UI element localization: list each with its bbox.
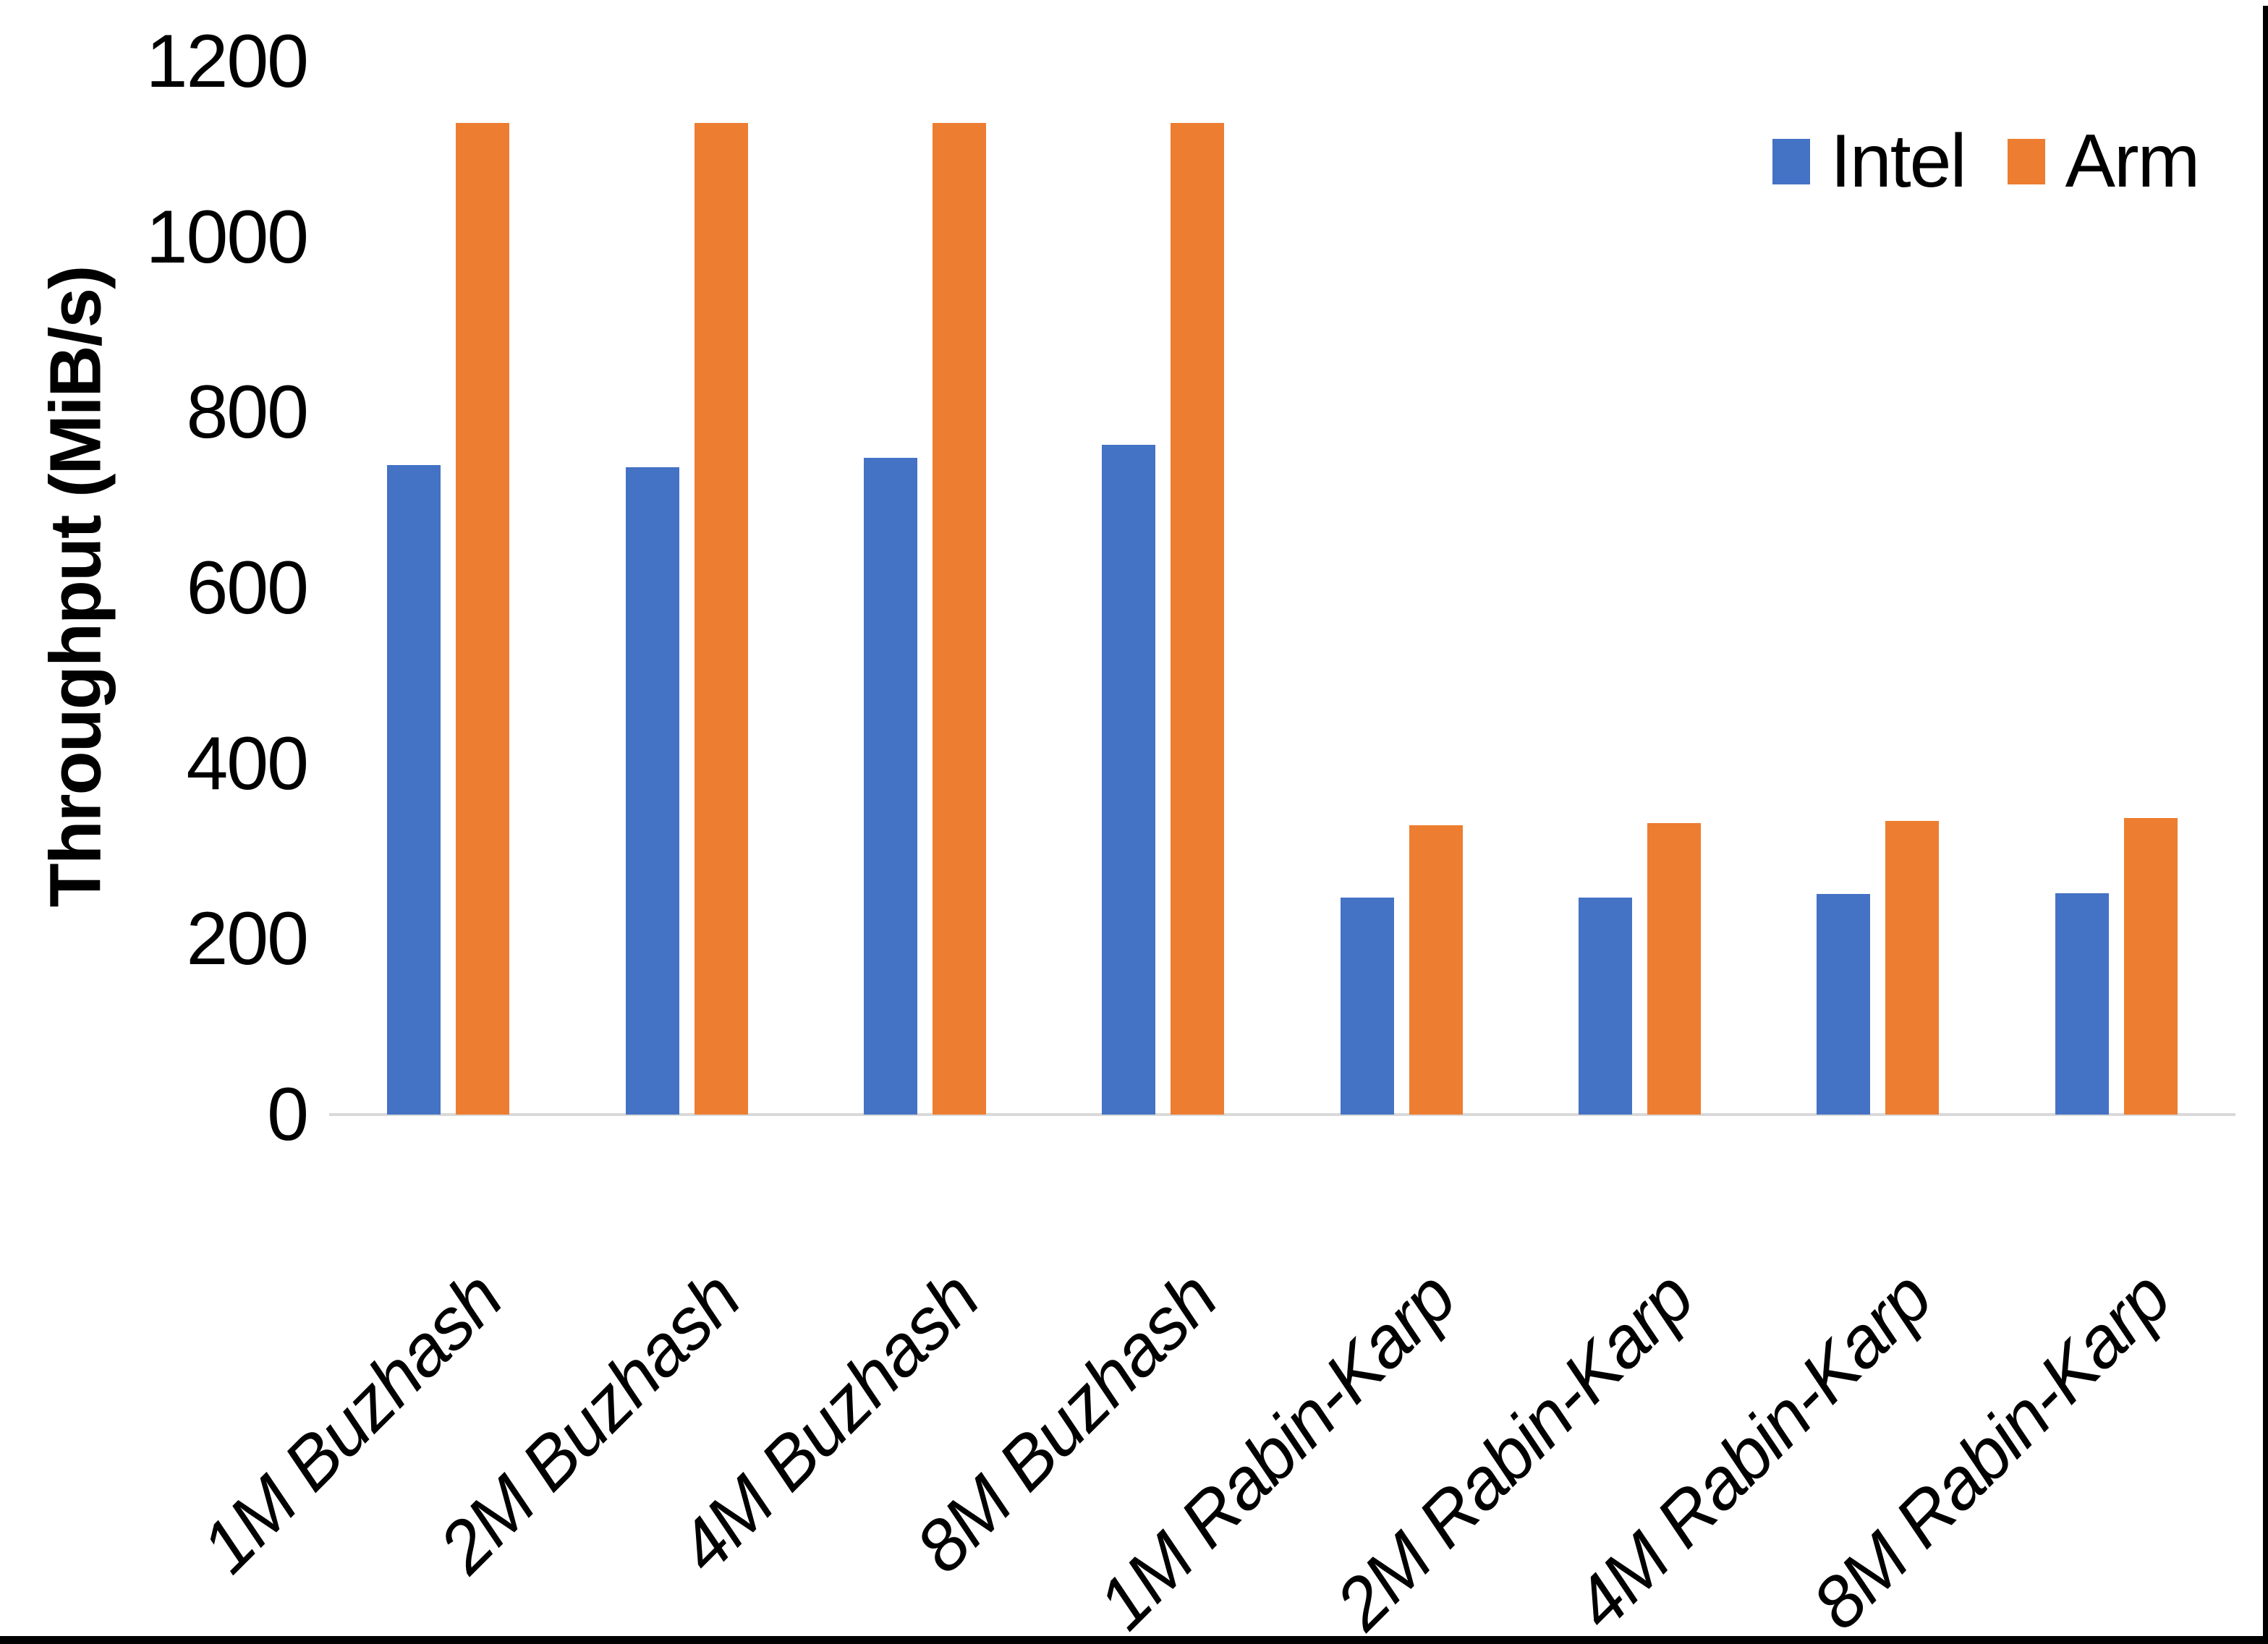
- legend-item-arm: Arm: [2007, 119, 2201, 203]
- bar-intel-8m-buzhash: [1102, 445, 1156, 1115]
- bar-arm-1m-rabin-karp: [1409, 825, 1463, 1115]
- bar-intel-4m-buzhash: [863, 458, 917, 1115]
- bar-arm-2m-rabin-karp: [1647, 823, 1702, 1115]
- y-tick-label-1000: 1000: [145, 195, 309, 279]
- bar-intel-1m-rabin-karp: [1340, 898, 1394, 1115]
- legend-item-intel: Intel: [1772, 119, 1967, 203]
- bar-intel-1m-buzhash: [387, 465, 441, 1115]
- legend-swatch-intel: [1772, 138, 1810, 184]
- y-tick-label-400: 400: [186, 721, 309, 806]
- y-tick-label-800: 800: [186, 370, 309, 455]
- bar-arm-4m-buzhash: [932, 123, 986, 1115]
- bar-arm-4m-rabin-karp: [1885, 821, 1940, 1115]
- bar-intel-2m-buzhash: [625, 467, 679, 1115]
- legend-swatch-arm: [2007, 138, 2045, 184]
- y-tick-label-0: 0: [267, 1073, 309, 1157]
- bar-intel-4m-rabin-karp: [1817, 894, 1871, 1115]
- legend-label-intel: Intel: [1830, 119, 1967, 203]
- legend-label-arm: Arm: [2065, 119, 2201, 203]
- bar-arm-8m-rabin-karp: [2123, 818, 2178, 1115]
- bar-intel-8m-rabin-karp: [2055, 893, 2109, 1115]
- bar-intel-2m-rabin-karp: [1579, 898, 1633, 1115]
- legend: Intel Arm: [1772, 119, 2201, 203]
- x-axis-line: [329, 1113, 2235, 1116]
- bar-arm-2m-buzhash: [694, 123, 748, 1115]
- y-tick-label-600: 600: [186, 546, 309, 630]
- bar-arm-8m-buzhash: [1171, 123, 1225, 1115]
- y-tick-label-200: 200: [186, 897, 309, 981]
- bottom-border-line: [0, 1636, 2268, 1644]
- right-border-line: [2263, 6, 2268, 1644]
- y-tick-label-1200: 1200: [145, 20, 309, 103]
- bar-arm-1m-buzhash: [456, 123, 510, 1115]
